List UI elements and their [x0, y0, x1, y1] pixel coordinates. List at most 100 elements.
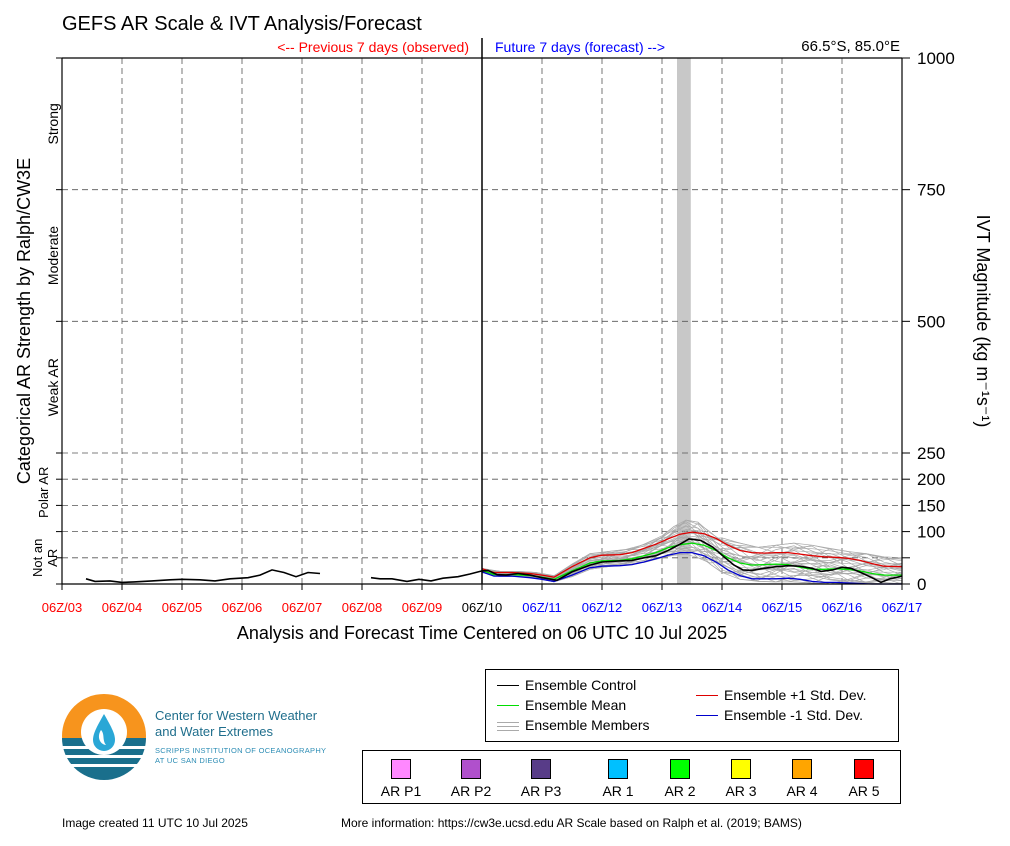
series-line-observed	[85, 569, 321, 584]
category-label: Strong	[45, 103, 61, 144]
legend-swatch-members	[497, 722, 519, 723]
previous-label: <-- Previous 7 days (observed)	[277, 39, 469, 55]
y-tick-label: 200	[917, 470, 945, 489]
axes	[56, 38, 910, 590]
ar-scale-label: AR 5	[848, 783, 880, 799]
y-tick-label: 750	[917, 181, 945, 200]
ar-scale-label: AR 1	[602, 783, 634, 799]
series-lines	[85, 531, 903, 585]
ar-scale-label: AR 2	[664, 783, 696, 799]
legend-swatch-members-2	[497, 726, 519, 727]
legend-label-members: Ensemble Members	[525, 717, 650, 733]
x-tick-label: 06Z/07	[282, 600, 322, 615]
category-label: Not an	[30, 539, 45, 577]
ar-scale-legend: AR P1 AR P2 AR P3 AR 1 AR 2 AR 3 AR 4 AR…	[362, 750, 901, 804]
ar-scale-swatch	[670, 759, 690, 779]
ar-scale-label: AR P3	[520, 783, 562, 799]
ar-scale-swatch	[391, 759, 411, 779]
x-tick-label: 06Z/13	[642, 600, 682, 615]
cw3e-logo	[62, 694, 146, 780]
logo-wave-line-2	[64, 755, 144, 758]
ar-scale-item: AR 4	[767, 759, 837, 799]
ar-scale-swatch	[792, 759, 812, 779]
x-tick-label: 06Z/04	[102, 600, 142, 615]
x-tick-labels: 06Z/03 06Z/04 06Z/05 06Z/06 06Z/07 06Z/08 06Z/…	[42, 600, 922, 615]
y-tick-label: 100	[917, 523, 945, 542]
ar-scale-swatch	[731, 759, 751, 779]
legend-label-plus: Ensemble +1 Std. Dev.	[724, 687, 867, 703]
logo-text: Center for Western Weather and Water Ext…	[155, 708, 326, 766]
ar-scale-item: AR 3	[706, 759, 776, 799]
y-tick-label: 500	[917, 312, 945, 331]
series-line-mean	[481, 542, 902, 580]
ensemble-member-line	[481, 537, 903, 583]
x-tick-label: 06Z/15	[762, 600, 802, 615]
water-drop-icon	[93, 714, 115, 751]
legend-swatch-plus	[696, 695, 718, 696]
location-label: 66.5°S, 85.0°E	[801, 38, 900, 55]
legend-swatch-control	[497, 685, 519, 686]
x-tick-label: 06Z/03	[42, 600, 82, 615]
x-tick-label: 06Z/14	[702, 600, 742, 615]
footer-created: Image created 11 UTC 10 Jul 2025	[62, 816, 248, 830]
x-tick-label: 06Z/17	[882, 600, 922, 615]
series-line-observed	[370, 570, 483, 583]
ar-scale-swatch	[608, 759, 628, 779]
legend-swatch-minus	[696, 715, 718, 716]
x-tick-label: 06Z/06	[222, 600, 262, 615]
y-tick-label: 250	[917, 444, 945, 463]
ar-scale-label: AR P2	[450, 783, 492, 799]
ar-scale-item: AR 1	[583, 759, 653, 799]
category-label: Weak AR	[45, 358, 61, 416]
x-tick-label: 06Z/10	[462, 600, 502, 615]
ar-scale-item: AR 2	[645, 759, 715, 799]
logo-wave-line-3	[69, 764, 139, 767]
series-line-control	[481, 538, 903, 584]
legend-label-minus: Ensemble -1 Std. Dev.	[724, 707, 864, 723]
category-label: Moderate	[45, 226, 61, 285]
x-axis-title: Analysis and Forecast Time Centered on 0…	[237, 623, 727, 643]
x-tick-label: 06Z/09	[402, 600, 442, 615]
legend-label-mean: Ensemble Mean	[525, 697, 627, 713]
x-tick-label: 06Z/11	[522, 600, 562, 615]
plot-area: 06Z/03 06Z/04 06Z/05 06Z/06 06Z/07 06Z/08 06Z/…	[30, 38, 955, 615]
legend-swatch-members-3	[497, 730, 519, 731]
ar-scale-label: AR 4	[786, 783, 818, 799]
series-legend: Ensemble Control Ensemble Mean Ensemble …	[485, 669, 899, 742]
category-label: Polar AR	[36, 467, 51, 518]
ar-scale-swatch	[461, 759, 481, 779]
series-line-plus	[481, 531, 903, 578]
footer-info: More information: https://cw3e.ucsd.edu …	[341, 816, 802, 830]
y-tick-label: 150	[917, 496, 945, 515]
left-axis-title: Categorical AR Strength by Ralph/CW3E	[14, 158, 34, 484]
right-axis-title: IVT Magnitude (kg m⁻¹s⁻¹)	[973, 215, 993, 428]
x-tick-label: 06Z/08	[342, 600, 382, 615]
ar-scale-swatch	[531, 759, 551, 779]
x-tick-label: 06Z/05	[162, 600, 202, 615]
category-labels: Strong Moderate Weak AR Polar AR Not an AR	[30, 103, 61, 577]
ar-scale-item: AR P1	[366, 759, 436, 799]
legend-swatch-mean	[497, 705, 519, 706]
logo-sub-line2: AT UC SAN DIEGO	[155, 756, 226, 765]
logo-drop-swirl	[98, 730, 106, 745]
ensemble-member-line	[481, 522, 903, 577]
y-tick-labels: 0 100 150 200 250 500 750 1000	[917, 49, 955, 594]
ar-scale-label: AR 3	[725, 783, 757, 799]
y-tick-label: 1000	[917, 49, 955, 68]
ar-scale-label: AR P1	[380, 783, 422, 799]
ar-scale-item: AR P2	[436, 759, 506, 799]
future-label: Future 7 days (forecast) -->	[495, 39, 665, 55]
ar-scale-item: AR 5	[829, 759, 899, 799]
chart-title: GEFS AR Scale & IVT Analysis/Forecast	[62, 13, 422, 35]
logo-name-line1: Center for Western Weather	[155, 708, 318, 723]
ar-scale-item: AR P3	[506, 759, 576, 799]
x-tick-label: 06Z/16	[822, 600, 862, 615]
category-label: AR	[45, 549, 60, 567]
y-tick-label: 0	[917, 575, 926, 594]
logo-name-line2: and Water Extremes	[155, 724, 274, 739]
logo-sub-line1: SCRIPPS INSTITUTION OF OCEANOGRAPHY	[155, 746, 327, 755]
legend-label-control: Ensemble Control	[525, 677, 637, 693]
ar-scale-swatch	[854, 759, 874, 779]
x-tick-label: 06Z/12	[582, 600, 622, 615]
